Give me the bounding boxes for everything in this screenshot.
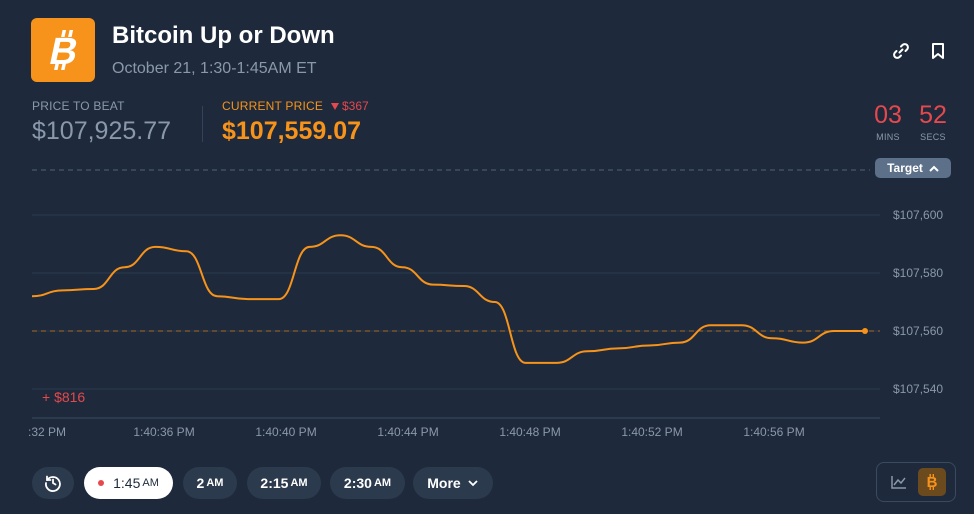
x-tick-label: 1:40:44 PM — [377, 425, 438, 439]
x-tick-label: 1:40:36 PM — [133, 425, 194, 439]
chevron-up-icon — [929, 165, 939, 172]
time-button-suffix: AM — [206, 477, 224, 489]
chart-type-toggle: B — [876, 462, 956, 502]
time-button-2[interactable]: 2 AM — [183, 467, 237, 499]
time-button-suffix: AM — [373, 477, 392, 489]
current-price-label: CURRENT PRICE — [222, 99, 324, 113]
bitcoin-chart-option[interactable]: B — [918, 468, 946, 496]
time-button-label: 1:45 — [113, 475, 141, 491]
y-tick-label: $107,560 — [893, 324, 943, 338]
time-button-label: 2 — [196, 475, 205, 491]
link-icon[interactable] — [890, 40, 912, 62]
svg-text:B: B — [927, 474, 938, 491]
bookmark-icon[interactable] — [927, 40, 949, 62]
x-tick-label: 1:40:56 PM — [743, 425, 804, 439]
countdown-seconds: 52 SECS — [916, 100, 950, 142]
more-button[interactable]: More — [413, 467, 493, 499]
history-clock-icon — [45, 475, 61, 492]
history-button[interactable] — [32, 467, 74, 499]
current-price-value: $107,559.07 — [222, 117, 362, 145]
y-tick-label: $107,600 — [893, 208, 943, 222]
stats-divider — [202, 106, 203, 142]
time-button-suffix: AM — [142, 477, 159, 489]
time-button-label: 2:30 — [343, 475, 372, 491]
price-to-beat-label: PRICE TO BEAT — [32, 99, 125, 113]
market-title: Bitcoin Up or Down — [112, 22, 335, 49]
line-chart-option[interactable] — [885, 468, 913, 496]
time-button-label: 2:15 — [260, 475, 289, 491]
bitcoin-icon: B — [927, 474, 938, 491]
line-chart-icon — [891, 476, 906, 489]
x-tick-label: 1:40:52 PM — [621, 425, 682, 439]
bitcoin-icon: B — [46, 30, 82, 72]
chevron-down-icon — [468, 480, 478, 487]
minutes-label: MINS — [876, 132, 900, 142]
x-tick-label: 1:40:40 PM — [255, 425, 316, 439]
price-delta-value: $367 — [342, 99, 369, 113]
gain-label: + $816 — [42, 389, 86, 405]
time-button-1-45[interactable]: 1:45 AM — [84, 467, 173, 499]
time-button-2-30[interactable]: 2:30 AM — [330, 467, 405, 499]
down-triangle-icon — [331, 102, 339, 110]
bitcoin-logo: B — [31, 18, 95, 82]
target-badge[interactable]: Target — [875, 158, 951, 178]
time-button-suffix: AM — [290, 477, 308, 489]
price-chart[interactable]: $107,600 $107,580 $107,560 $107,540 :32 PM 1:… — [0, 150, 974, 445]
target-label: Target — [887, 161, 923, 175]
price-series-line — [31, 234, 865, 364]
time-button-2-15[interactable]: 2:15 AM — [247, 467, 321, 499]
minutes-value: 03 — [874, 101, 902, 129]
countdown-minutes: 03 MINS — [871, 100, 905, 142]
live-dot — [98, 480, 105, 486]
x-tick-label: :32 PM — [28, 425, 66, 439]
x-tick-label: 1:40:48 PM — [499, 425, 560, 439]
y-tick-label: $107,580 — [893, 266, 943, 280]
seconds-label: SECS — [920, 132, 946, 142]
more-label: More — [427, 475, 461, 491]
price-to-beat-value: $107,925.77 — [32, 117, 172, 145]
y-tick-label: $107,540 — [893, 382, 943, 396]
current-price-dot — [862, 328, 868, 334]
price-delta: $367 — [330, 99, 369, 113]
market-subtitle: October 21, 1:30-1:45AM ET — [112, 60, 317, 77]
seconds-value: 52 — [919, 101, 947, 129]
